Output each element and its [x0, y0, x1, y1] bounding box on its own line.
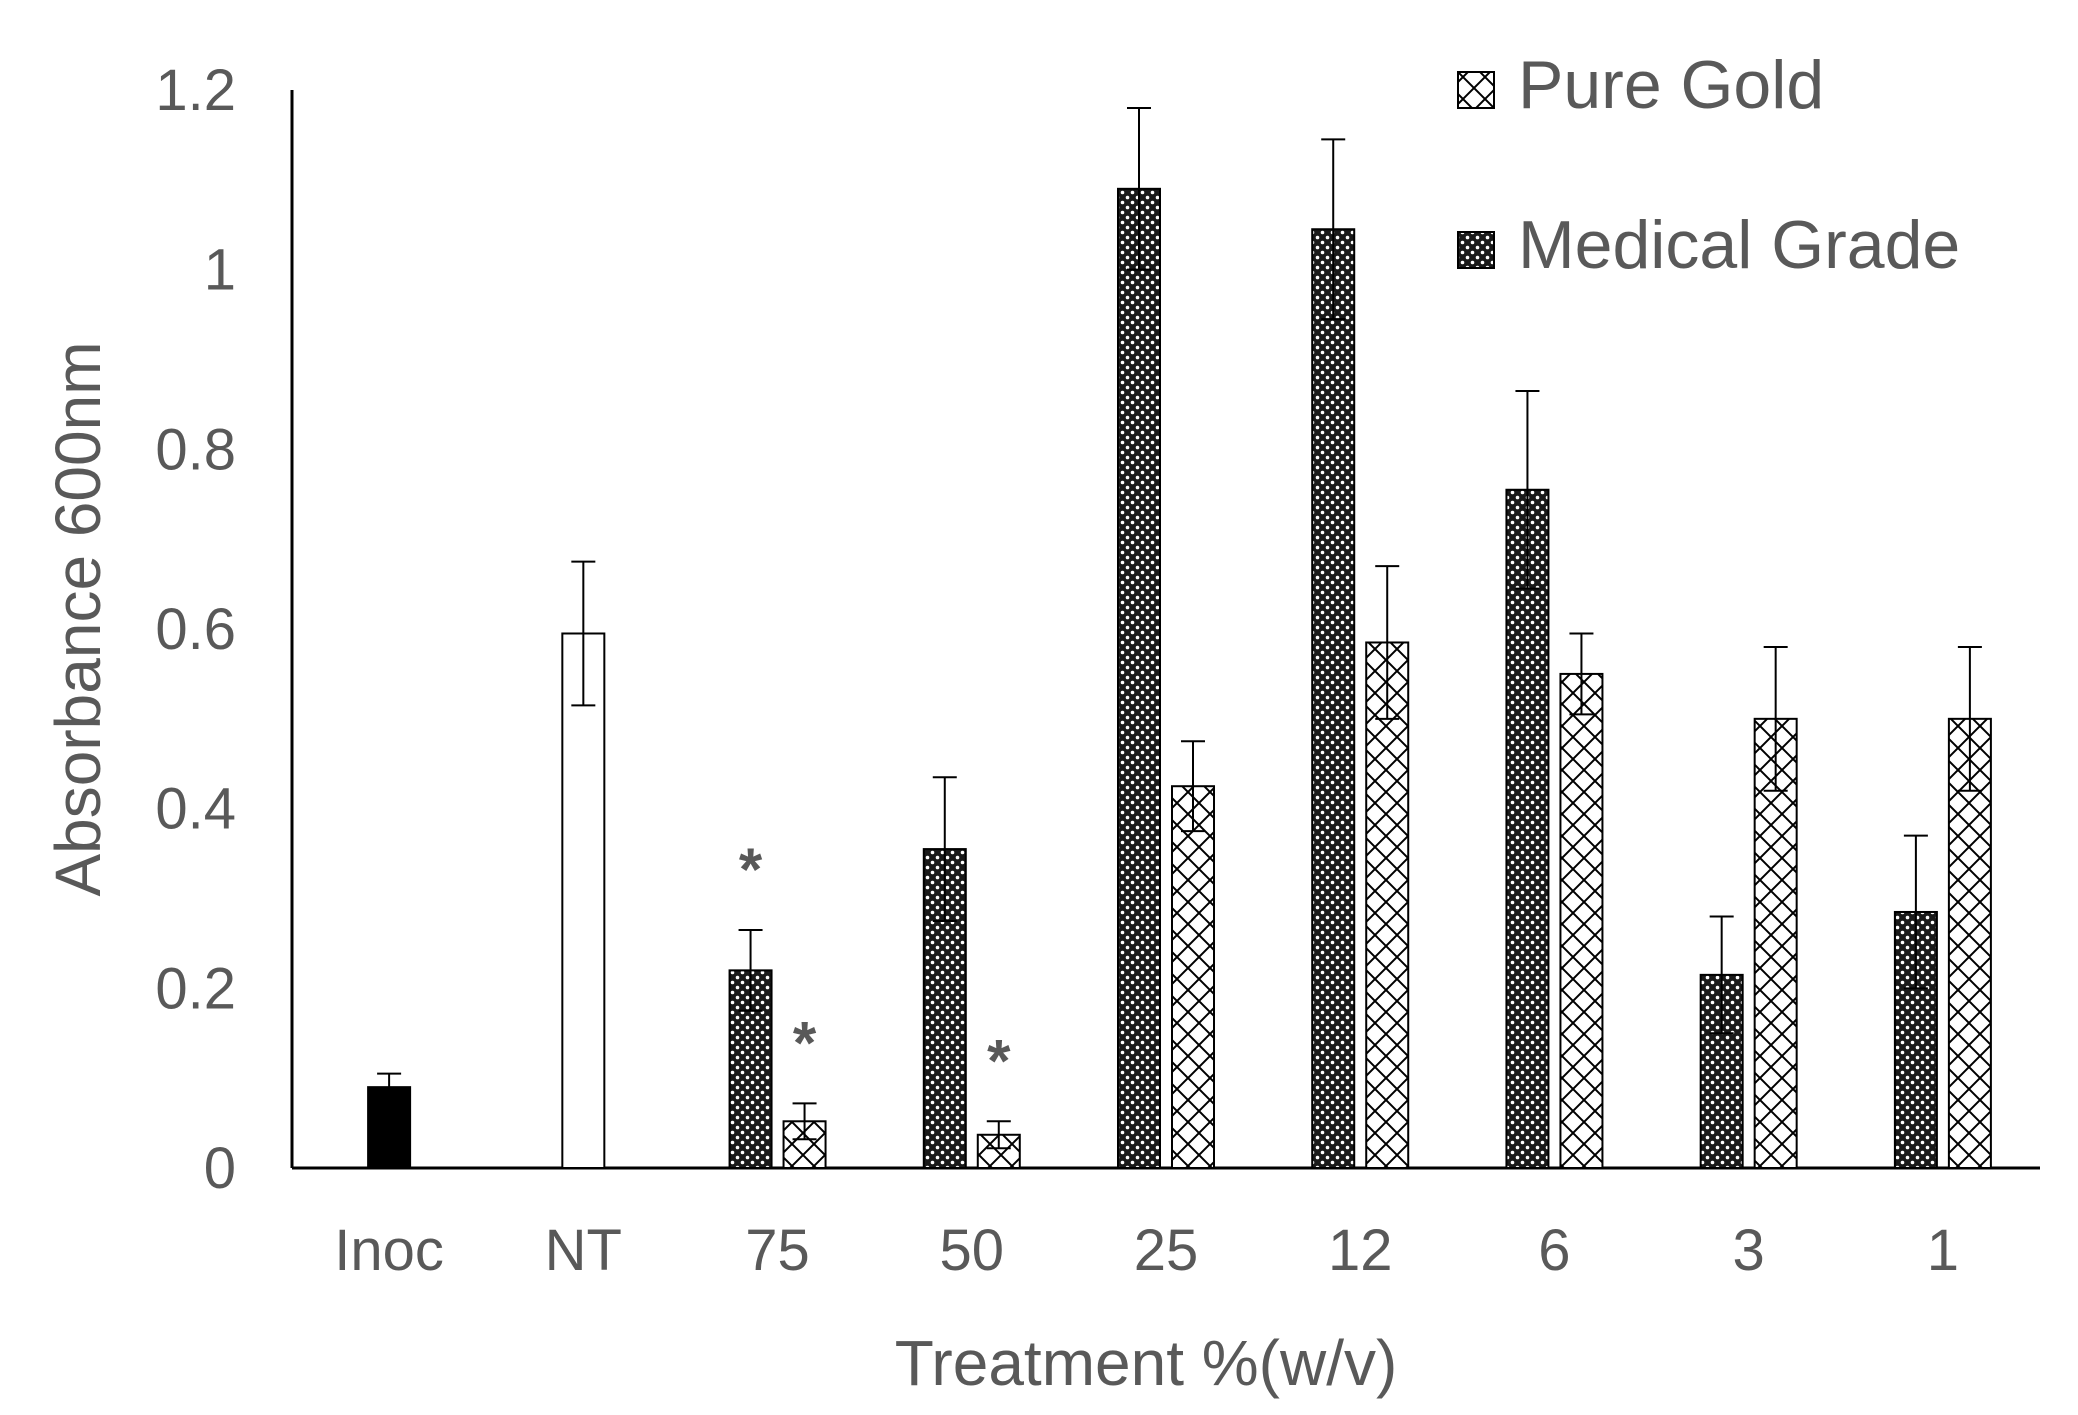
bar-pure-gold-3: [1753, 717, 1798, 1169]
y-tick-label-5: 1: [204, 238, 236, 303]
error-bar-pure-gold-25: [1181, 740, 1205, 833]
x-tick-label-Inoc: Inoc: [334, 1218, 444, 1283]
x-tick-label-75: 75: [745, 1218, 810, 1283]
bar-medical-grade-25: [1117, 187, 1161, 1170]
error-bar-pure-gold-1: [1957, 645, 1982, 792]
x-axis-title: Treatment %(w/v): [895, 1327, 1398, 1399]
error-bar-NT: [571, 560, 596, 707]
bar-medical-grade-12: [1311, 228, 1356, 1170]
y-tick-label-0: 0: [204, 1136, 236, 1201]
error-bar-medical-grade-12: [1321, 138, 1346, 321]
x-tick-label-12: 12: [1328, 1218, 1393, 1283]
legend: Pure Gold Medical Grade: [1457, 47, 1960, 283]
y-tick-label-1: 0.2: [155, 956, 236, 1021]
error-bar-medical-grade-6: [1515, 389, 1540, 590]
y-tick-label-3: 0.6: [155, 597, 236, 662]
bar-pure-gold-6: [1559, 672, 1604, 1170]
legend-label-medical-grade: Medical Grade: [1518, 207, 1960, 283]
significance-marker-medical-grade-75: *: [739, 836, 763, 903]
bar-pure-gold-1: [1947, 717, 1992, 1169]
error-bar-Inoc: [377, 1072, 402, 1102]
error-bar-medical-grade-1: [1903, 834, 1928, 990]
bars: * * *: [367, 106, 1992, 1170]
significance-marker-pure-gold-50: *: [987, 1027, 1011, 1094]
error-bar-pure-gold-50: [986, 1120, 1011, 1150]
x-tick-label-50: 50: [940, 1218, 1005, 1283]
y-axis-title: Absorbance 600nm: [42, 341, 114, 896]
x-tick-label-1: 1: [1927, 1218, 1959, 1283]
bar-NT: [561, 632, 606, 1169]
labels: 0 0.2 0.4 0.6 0.8 1 1.2 Inoc NT 75 50 25 12 6 3 1 Treatm…: [42, 58, 1959, 1399]
bar-pure-gold-12: [1365, 641, 1410, 1169]
y-tick-label-6: 1.2: [155, 58, 236, 123]
error-bar-medical-grade-50: [932, 776, 957, 922]
x-tick-label-25: 25: [1134, 1218, 1199, 1283]
legend-swatch-pure-gold: [1457, 71, 1495, 109]
error-bar-pure-gold-75: [792, 1102, 817, 1141]
x-tick-label-3: 3: [1733, 1218, 1765, 1283]
error-bar-medical-grade-75: [738, 928, 763, 1012]
significance-marker-pure-gold-75: *: [793, 1009, 817, 1076]
x-tick-label-NT: NT: [545, 1218, 622, 1283]
legend-label-pure-gold: Pure Gold: [1518, 47, 1824, 123]
bar-pure-gold-25: [1171, 785, 1215, 1169]
error-bar-medical-grade-3: [1709, 915, 1734, 1035]
error-bar-pure-gold-3: [1763, 645, 1788, 792]
bar-medical-grade-6: [1505, 488, 1550, 1169]
y-tick-label-2: 0.4: [155, 777, 236, 842]
error-bar-pure-gold-6: [1569, 632, 1594, 716]
error-bar-pure-gold-12: [1375, 565, 1400, 720]
x-tick-label-6: 6: [1538, 1218, 1570, 1283]
legend-swatch-medical-grade: [1457, 231, 1495, 269]
error-bar-medical-grade-25: [1127, 106, 1151, 271]
y-tick-label-4: 0.8: [155, 417, 236, 482]
